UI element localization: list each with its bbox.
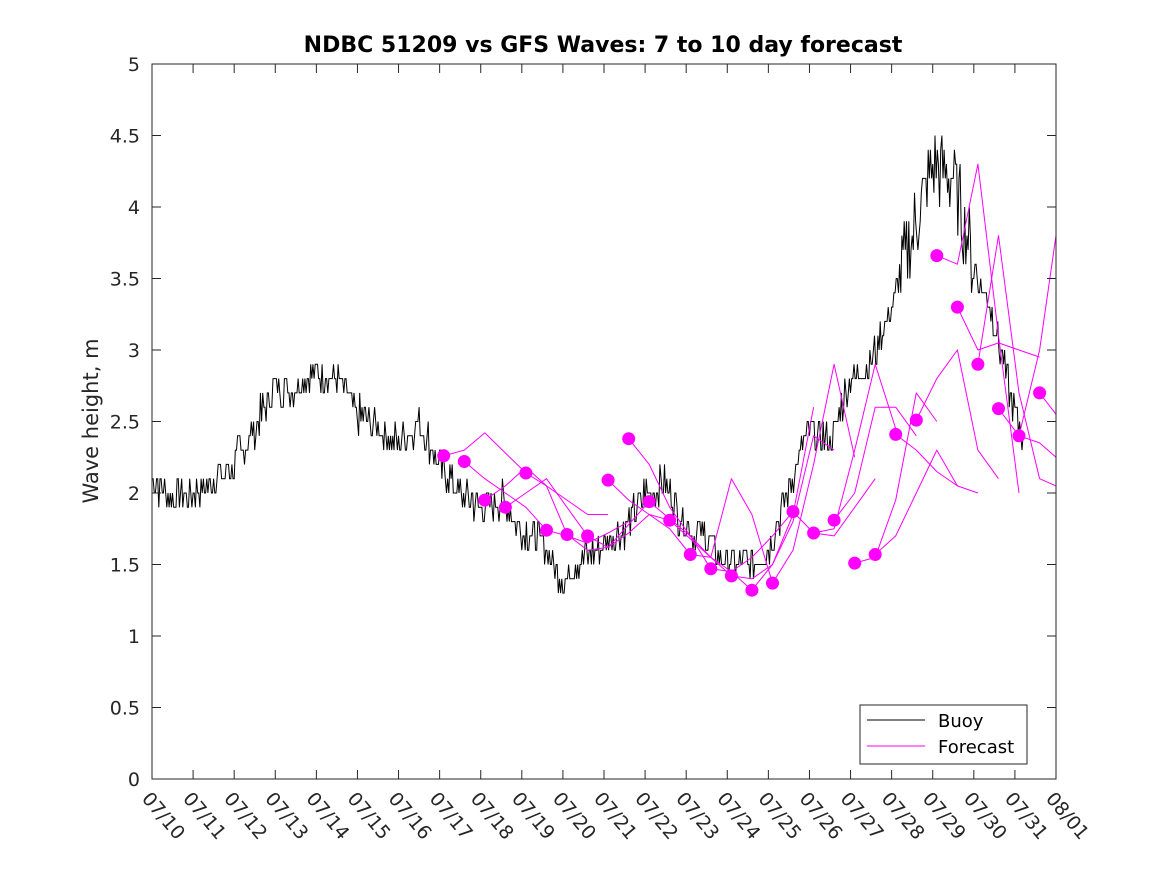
forecast-marker	[457, 455, 471, 468]
legend: Buoy Forecast	[859, 704, 1028, 765]
forecast-series-line	[854, 392, 938, 564]
y-tick-label: 1.5	[110, 555, 140, 577]
forecast-marker	[950, 300, 964, 314]
forecast-marker	[724, 569, 738, 583]
y-tick-label: 1	[128, 626, 140, 648]
y-tick-label: 2.5	[110, 412, 140, 434]
marker-layer	[437, 249, 1047, 597]
y-tick-label: 4.5	[110, 126, 140, 148]
y-tick-label: 3	[128, 340, 140, 362]
forecast-series-line	[813, 363, 897, 534]
forecast-marker	[437, 449, 451, 463]
y-tick-label: 4	[128, 197, 140, 219]
y-tick-label: 2	[128, 483, 140, 505]
y-tick-label: 0.5	[110, 698, 140, 720]
forecast-series-line	[751, 435, 835, 591]
forecast-marker	[827, 513, 841, 527]
forecast-series-line	[833, 406, 917, 521]
forecast-marker	[498, 500, 512, 514]
forecast-marker	[930, 249, 944, 263]
forecast-marker	[581, 529, 595, 543]
forecast-marker	[663, 513, 677, 527]
buoy-series-line	[152, 135, 1024, 594]
forecast-marker	[478, 493, 492, 507]
chart-title: NDBC 51209 vs GFS Waves: 7 to 10 day for…	[304, 33, 903, 58]
y-tick-label: 5	[128, 54, 140, 76]
forecast-marker	[704, 562, 718, 576]
y-tick-label: 3.5	[110, 269, 140, 291]
series-layer	[152, 135, 1057, 594]
forecast-marker	[1033, 386, 1047, 400]
forecast-marker	[909, 413, 923, 427]
forecast-series-line	[505, 478, 589, 537]
legend-label-buoy: Buoy	[938, 711, 984, 732]
forecast-marker	[992, 402, 1005, 416]
forecast-series-line	[792, 478, 876, 537]
forecast-series-line	[895, 434, 979, 494]
forecast-series-line	[956, 306, 1040, 358]
forecast-series-line	[977, 235, 1057, 487]
legend-box	[859, 704, 1028, 765]
forecast-marker	[786, 505, 800, 519]
forecast-marker	[848, 556, 862, 570]
forecast-series-line	[998, 408, 1057, 458]
forecast-marker	[683, 548, 697, 561]
forecast-series-line	[710, 511, 794, 573]
forecast-series-line	[772, 363, 856, 584]
forecast-marker	[601, 473, 615, 487]
forecast-marker	[642, 495, 656, 509]
y-axis-label: Wave height, m	[79, 338, 103, 503]
forecast-series-line	[1018, 235, 1057, 436]
forecast-series-line	[690, 478, 773, 584]
forecast-series-line	[607, 479, 691, 555]
forecast-marker	[519, 466, 533, 480]
forecast-series-line	[915, 349, 999, 479]
forecast-marker	[868, 548, 882, 561]
forecast-series-line	[628, 438, 712, 570]
legend-label-forecast: Forecast	[938, 737, 1014, 758]
forecast-series-line	[546, 521, 629, 544]
forecast-series-line	[648, 501, 732, 577]
forecast-marker	[807, 526, 821, 540]
forecast-series-line	[443, 432, 527, 474]
plot-area	[152, 64, 1056, 779]
forecast-marker	[971, 357, 985, 371]
forecast-series-line	[936, 163, 1020, 494]
forecast-series-line	[463, 461, 547, 531]
forecast-marker	[560, 528, 574, 541]
forecast-marker	[540, 523, 553, 537]
forecast-marker	[766, 576, 779, 590]
forecast-series-line	[587, 514, 670, 548]
forecast-series-line	[525, 472, 609, 515]
forecast-marker	[622, 432, 636, 446]
forecast-marker	[1012, 429, 1026, 443]
forecast-marker	[745, 583, 759, 597]
forecast-marker	[889, 427, 903, 441]
forecast-series-line	[874, 449, 958, 555]
y-tick-label: 0	[128, 769, 140, 791]
